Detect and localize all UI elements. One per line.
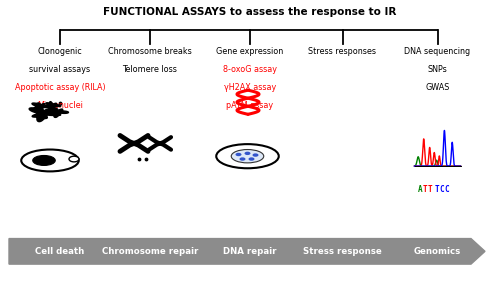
Text: survival assays: survival assays xyxy=(30,65,90,74)
Text: Apoptotic assay (RILA): Apoptotic assay (RILA) xyxy=(14,83,106,92)
Circle shape xyxy=(244,152,250,155)
Text: T: T xyxy=(434,185,439,194)
Text: T: T xyxy=(422,185,427,194)
Text: T: T xyxy=(428,185,432,194)
Ellipse shape xyxy=(21,149,79,172)
Circle shape xyxy=(69,156,79,162)
Text: Clonogenic: Clonogenic xyxy=(38,47,82,56)
Text: γH2AX assay: γH2AX assay xyxy=(224,83,276,92)
Text: DNA repair: DNA repair xyxy=(223,247,277,256)
Polygon shape xyxy=(49,108,68,117)
Text: Stress responses: Stress responses xyxy=(308,47,376,56)
Text: Chromosome breaks: Chromosome breaks xyxy=(108,47,192,56)
Circle shape xyxy=(252,153,258,157)
Text: Chromosome repair: Chromosome repair xyxy=(102,247,198,256)
Polygon shape xyxy=(32,103,50,111)
Text: Micronuclei: Micronuclei xyxy=(37,101,83,110)
FancyArrow shape xyxy=(9,239,485,264)
Text: Telomere loss: Telomere loss xyxy=(122,65,178,74)
Circle shape xyxy=(236,153,242,156)
Ellipse shape xyxy=(231,149,264,163)
Text: FUNCTIONAL ASSAYS to assess the response to IR: FUNCTIONAL ASSAYS to assess the response… xyxy=(104,7,397,17)
Text: SNPs: SNPs xyxy=(428,65,448,74)
Text: GWAS: GWAS xyxy=(426,83,450,92)
Text: pATM assay: pATM assay xyxy=(226,101,274,110)
Text: Cell death: Cell death xyxy=(36,247,84,256)
Ellipse shape xyxy=(216,144,279,168)
Text: 8-oxoG assay: 8-oxoG assay xyxy=(223,65,277,74)
Text: DNA sequencing: DNA sequencing xyxy=(404,47,470,56)
Circle shape xyxy=(248,157,254,161)
Ellipse shape xyxy=(33,155,56,165)
Text: C: C xyxy=(440,185,444,194)
Polygon shape xyxy=(46,103,61,110)
Text: Gene expression: Gene expression xyxy=(216,47,284,56)
Text: C: C xyxy=(444,185,449,194)
Polygon shape xyxy=(29,108,60,122)
Text: A: A xyxy=(418,185,422,194)
Text: Stress response: Stress response xyxy=(303,247,382,256)
Circle shape xyxy=(240,157,246,161)
Text: Genomics: Genomics xyxy=(414,247,461,256)
